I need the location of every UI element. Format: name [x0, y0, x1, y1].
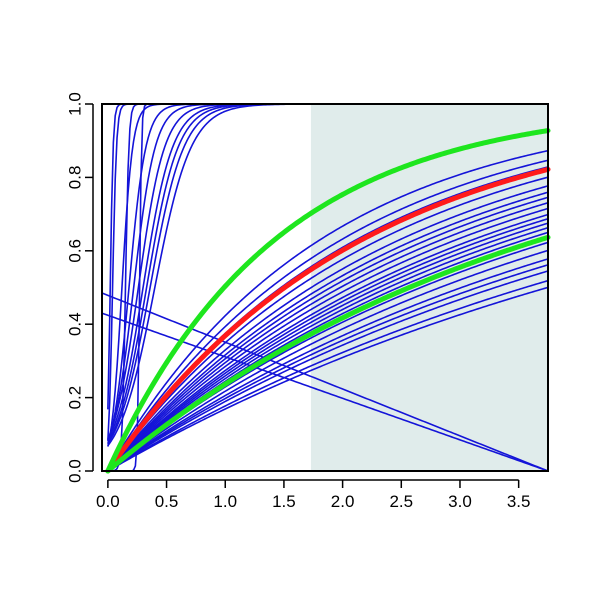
background-curve-24	[107, 217, 549, 472]
y-tick-label: 0.2	[66, 386, 85, 410]
x-tick-label: 0.0	[96, 492, 120, 511]
background-curve-16	[107, 264, 549, 472]
background-curve-14	[107, 279, 549, 472]
plot-frame	[101, 103, 549, 472]
background-curve-28	[107, 196, 549, 472]
y-tick-label: 0.0	[66, 459, 85, 483]
x-tick-label: 2.5	[389, 492, 413, 511]
highlight-curves	[105, 128, 551, 474]
background-curve-30	[107, 185, 549, 472]
y-tick-label: 0.4	[66, 312, 85, 336]
background-curve-27	[107, 202, 549, 472]
background-curve-26	[107, 207, 549, 472]
background-curve-34	[107, 149, 549, 472]
highlight-curve-red-1	[105, 166, 551, 474]
x-tick-label: 1.5	[272, 492, 296, 511]
y-tick-label: 0.6	[66, 239, 85, 263]
highlight-curve-green-2	[105, 234, 551, 474]
y-tick-label: 1.0	[66, 92, 85, 116]
background-curve-13	[107, 286, 549, 472]
x-axis: 0.0 0.5 1.0 1.5 2.0 2.5 3.0 3.5	[96, 479, 531, 511]
highlight-curve-green-3	[105, 128, 551, 474]
x-tick-label: 2.0	[331, 492, 355, 511]
background-curve-36	[101, 292, 549, 472]
x-tick-label: 1.0	[213, 492, 237, 511]
y-tick-label: 0.8	[66, 166, 85, 190]
x-tick-label: 3.0	[448, 492, 472, 511]
plot-frame-rect	[101, 103, 549, 472]
background-curve-23	[107, 222, 549, 472]
background-curve-25	[107, 213, 549, 472]
background-curve-22	[107, 226, 549, 472]
x-tick-label: 0.5	[155, 492, 179, 511]
y-axis: 0.0 0.2 0.4 0.6 0.8 1.0	[66, 92, 94, 483]
background-curve-33	[107, 159, 549, 472]
background-curve-31	[107, 176, 549, 472]
x-tick-label: 3.5	[507, 492, 531, 511]
background-curve-15	[107, 270, 549, 472]
background-curve-18	[107, 249, 549, 472]
background-curve-17	[107, 258, 549, 472]
background-curve-29	[107, 191, 549, 472]
background-curve-35	[101, 312, 549, 472]
